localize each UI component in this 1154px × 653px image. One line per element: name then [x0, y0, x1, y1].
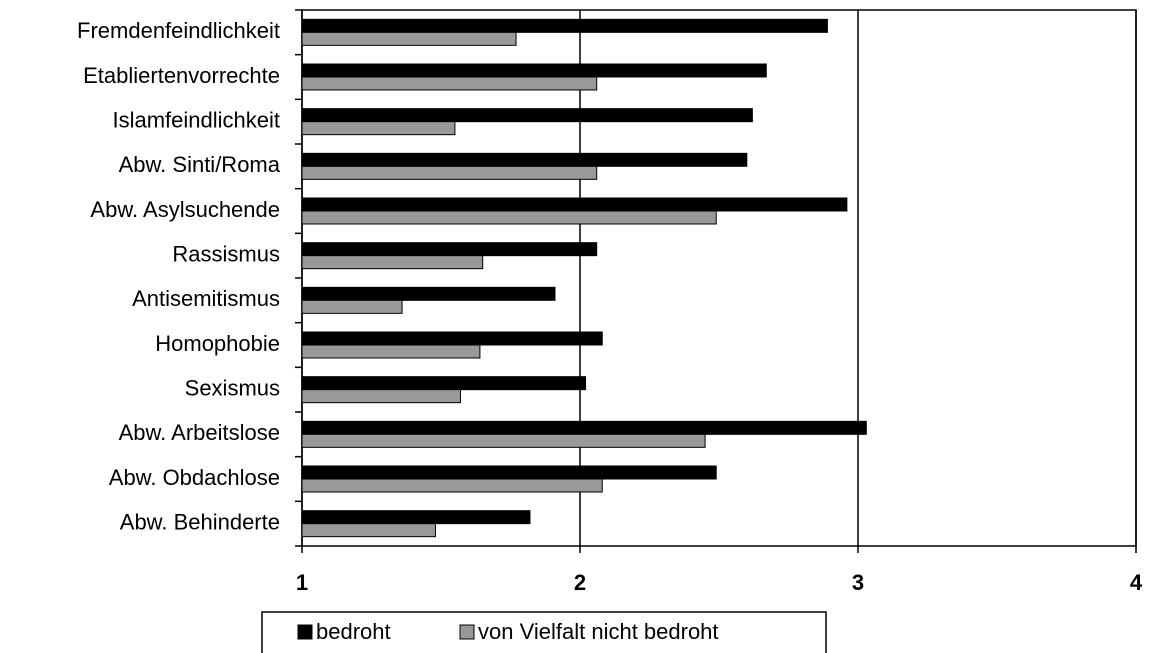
bar	[301, 255, 484, 270]
legend-swatch	[297, 624, 313, 640]
legend-label: von Vielfalt nicht bedroht	[478, 619, 719, 644]
x-tick-label: 2	[574, 570, 586, 595]
bar	[301, 433, 706, 448]
bar	[301, 108, 753, 123]
bar	[301, 242, 598, 257]
bar	[301, 286, 556, 301]
y-tick-label: Homophobie	[155, 331, 280, 356]
bar	[301, 465, 717, 480]
y-tick-label: Abw. Asylsuchende	[90, 197, 280, 222]
bar	[301, 299, 403, 314]
y-tick-label: Antisemitismus	[132, 286, 280, 311]
bar	[301, 344, 481, 359]
y-tick-label: Abw. Behinderte	[120, 509, 280, 534]
y-tick-label: Rassismus	[172, 241, 280, 266]
bar	[301, 152, 748, 167]
legend-swatch	[459, 624, 475, 640]
bar	[301, 331, 603, 346]
bar	[301, 63, 767, 78]
y-tick-label: Abw. Sinti/Roma	[119, 152, 281, 177]
y-tick-label: Abw. Arbeitslose	[119, 420, 280, 445]
x-tick-label: 1	[296, 570, 308, 595]
bar	[301, 420, 867, 435]
bar	[301, 510, 531, 525]
bar	[301, 76, 598, 91]
x-tick-label: 3	[852, 570, 864, 595]
bar	[301, 389, 461, 404]
x-tick-label: 4	[1130, 570, 1143, 595]
bar	[301, 523, 436, 538]
y-tick-label: Fremdenfeindlichkeit	[77, 18, 280, 43]
bar	[301, 210, 717, 225]
bar	[301, 197, 848, 212]
bar	[301, 121, 456, 136]
y-tick-label: Islamfeindlichkeit	[112, 107, 280, 132]
y-tick-label: Etabliertenvorrechte	[83, 63, 280, 88]
legend-frame	[261, 611, 827, 653]
bar	[301, 18, 828, 33]
y-tick-label: Abw. Obdachlose	[109, 465, 280, 490]
bar	[301, 478, 603, 493]
legend-label: bedroht	[316, 619, 391, 644]
bar	[301, 31, 517, 46]
bar	[301, 165, 598, 180]
y-tick-label: Sexismus	[185, 375, 280, 400]
bar	[301, 376, 587, 391]
